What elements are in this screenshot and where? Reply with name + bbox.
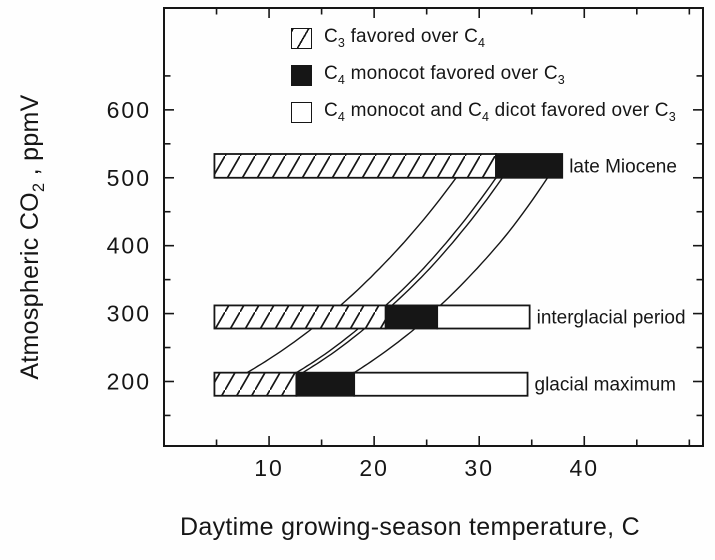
bar-label: glacial maximum bbox=[535, 375, 676, 396]
crossover-curve-4 bbox=[353, 177, 549, 374]
axes-frame bbox=[163, 7, 704, 447]
bar-label: interglacial period bbox=[537, 308, 686, 329]
plot-frame bbox=[163, 7, 704, 447]
x-tick-label: 40 bbox=[569, 455, 599, 481]
bar-segment-black bbox=[495, 153, 564, 179]
bar-segment-black bbox=[384, 304, 439, 330]
crossover-curve-1 bbox=[246, 177, 457, 374]
x-tick-label: 30 bbox=[464, 455, 494, 481]
co2-bars: late Miocene interglacial period glacial m… bbox=[213, 153, 686, 397]
hatched-swatch-icon bbox=[291, 27, 312, 49]
bar-segment-black bbox=[295, 371, 356, 397]
x-tick-label: 10 bbox=[254, 455, 284, 481]
bar-label: late Miocene bbox=[569, 156, 677, 177]
legend-label: C4 monocot favored over C3 bbox=[324, 63, 565, 87]
bar-segment-white bbox=[353, 371, 529, 397]
white-swatch-icon bbox=[291, 101, 312, 123]
y-tick-label: 600 bbox=[107, 97, 151, 123]
x-tick-label: 20 bbox=[359, 455, 389, 481]
y-axis-title: Atmospheric CO2 , ppmV bbox=[16, 94, 48, 380]
legend-item: C3 favored over C4 bbox=[291, 26, 676, 50]
legend-label: C4 monocot and C4 dicot favored over C3 bbox=[324, 100, 676, 124]
crossover-curve-3 bbox=[302, 177, 503, 374]
y-tick-label: 400 bbox=[107, 233, 151, 259]
bar-segment-hatched bbox=[213, 153, 497, 179]
x-axis-title: Daytime growing-season temperature, C bbox=[180, 513, 640, 541]
legend-item: C4 monocot favored over C3 bbox=[291, 63, 676, 87]
tick-labels: 10 20 30 40 200 300 400 500 600 bbox=[107, 97, 599, 481]
legend-label: C3 favored over C4 bbox=[324, 26, 486, 50]
y-tick-label: 200 bbox=[107, 368, 151, 394]
y-tick-label: 500 bbox=[107, 165, 151, 191]
black-swatch-icon bbox=[291, 64, 312, 86]
y-tick-label: 300 bbox=[107, 301, 151, 327]
crossover-curves bbox=[246, 177, 549, 374]
bar-segment-hatched bbox=[213, 304, 387, 330]
bar-segment-white bbox=[436, 304, 531, 330]
legend: C3 favored over C4 C4 monocot favored ove… bbox=[291, 26, 676, 138]
bar-segment-hatched bbox=[213, 371, 298, 397]
legend-item: C4 monocot and C4 dicot favored over C3 bbox=[291, 100, 676, 124]
